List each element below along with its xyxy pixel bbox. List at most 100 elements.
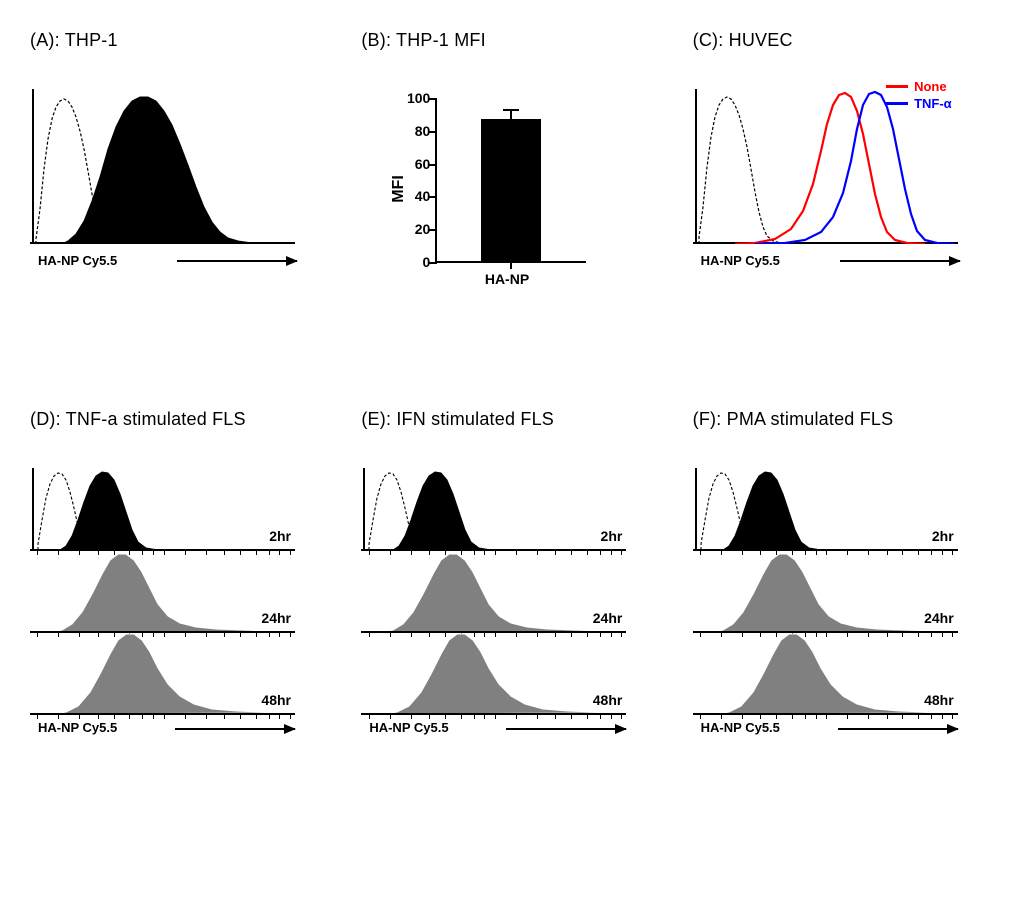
stack-xtick <box>952 714 953 719</box>
stack-row-label: 24hr <box>261 610 291 626</box>
panel-f-plot: 2hr24hr48hrHA-NP Cy5.5 <box>693 468 958 744</box>
stack-xtick <box>931 714 932 719</box>
panel-a-name: THP-1 <box>65 30 118 50</box>
stack-xtick <box>918 714 919 719</box>
panel-c-arrow <box>840 260 960 262</box>
panel-a-xlabel: HA-NP Cy5.5 <box>38 253 117 268</box>
stack-xtick <box>847 714 848 719</box>
stack-row-label: 48hr <box>593 692 623 708</box>
panel-a-arrow <box>177 260 297 262</box>
bar-ytick-label: 20 <box>396 221 430 237</box>
stack-row-label: 24hr <box>593 610 623 626</box>
panel-a-id: (A) <box>30 30 55 50</box>
stack-arrow <box>175 728 295 730</box>
stack-xtick <box>129 714 130 719</box>
bar-error-cap <box>503 109 519 111</box>
stack-xtick <box>256 714 257 719</box>
stack-xtick <box>269 714 270 719</box>
panel-b-title: (B): THP-1 MFI <box>361 30 672 51</box>
stack-xtick <box>484 714 485 719</box>
stack-xtick <box>700 714 701 719</box>
panel-e-plot: 2hr24hr48hrHA-NP Cy5.5 <box>361 468 626 744</box>
bar-ytick <box>429 98 437 100</box>
bar-rect <box>481 119 541 263</box>
stack-xtick <box>902 714 903 719</box>
stack-row-label: 48hr <box>924 692 954 708</box>
panel-b-plot: MFI 020406080100HA-NP <box>391 89 596 289</box>
bar-ytick <box>429 131 437 133</box>
stack-row-label: 2hr <box>601 528 623 544</box>
stack-xtick <box>887 714 888 719</box>
stack-xtick <box>429 714 430 719</box>
stack-xtick <box>79 714 80 719</box>
stack-xtick <box>776 714 777 719</box>
stack-xtick <box>942 714 943 719</box>
stack-xtick <box>816 714 817 719</box>
panel-e: (E): IFN stimulated FLS 2hr24hr48hrHA-NP… <box>361 409 672 744</box>
panel-b-yaxis <box>435 99 437 263</box>
stack-xlabel: HA-NP Cy5.5 <box>38 720 117 766</box>
stack-xtick <box>58 714 59 719</box>
stack-xlabel: HA-NP Cy5.5 <box>701 720 780 766</box>
stack-xtick <box>37 714 38 719</box>
panel-d-id: (D) <box>30 409 56 429</box>
panel-f: (F): PMA stimulated FLS 2hr24hr48hrHA-NP… <box>693 409 1004 744</box>
stack-xtick <box>495 714 496 719</box>
bar-ytick-label: 100 <box>396 90 430 106</box>
stack-xtick <box>826 714 827 719</box>
stack-xtick <box>98 714 99 719</box>
bar-ytick-label: 0 <box>396 254 430 270</box>
panel-c-plot: NoneTNF-α HA-NP Cy5.5 <box>693 89 958 264</box>
stack-row-label: 2hr <box>269 528 291 544</box>
panel-e-name: IFN stimulated FLS <box>396 409 554 429</box>
stack-arrow <box>838 728 958 730</box>
stack-xtick <box>279 714 280 719</box>
stack-xtick <box>868 714 869 719</box>
stack-xtick <box>805 714 806 719</box>
stack-xtick <box>587 714 588 719</box>
stack-xtick <box>185 714 186 719</box>
bar-ytick <box>429 164 437 166</box>
bar-ytick-label: 40 <box>396 188 430 204</box>
panel-a-svg <box>32 89 295 244</box>
stack-xtick <box>390 714 391 719</box>
stack-row-label: 2hr <box>932 528 954 544</box>
bar-ytick-label: 80 <box>396 123 430 139</box>
stack-row-label: 24hr <box>924 610 954 626</box>
panel-f-title: (F): PMA stimulated FLS <box>693 409 1004 430</box>
panel-a-title: (A): THP-1 <box>30 30 341 51</box>
stack-xtick <box>742 714 743 719</box>
panel-c-svg <box>695 89 958 244</box>
panel-d-name: TNF-a stimulated FLS <box>66 409 246 429</box>
stack-xtick <box>142 714 143 719</box>
stack-xtick <box>369 714 370 719</box>
bar-xtick <box>510 261 512 269</box>
stack-xtick <box>411 714 412 719</box>
stack-xtick <box>240 714 241 719</box>
legend-swatch <box>886 85 908 88</box>
stack-xtick <box>445 714 446 719</box>
panel-f-name: PMA stimulated FLS <box>727 409 894 429</box>
panel-c-id: (C) <box>693 30 719 50</box>
stack-xtick <box>224 714 225 719</box>
stack-xtick <box>153 714 154 719</box>
panel-c-xlabel: HA-NP Cy5.5 <box>701 253 780 268</box>
stack-xtick <box>537 714 538 719</box>
stack-xtick <box>621 714 622 719</box>
panel-c: (C): HUVEC NoneTNF-α HA-NP Cy5.5 <box>693 30 1004 289</box>
bar-ytick <box>429 229 437 231</box>
panel-d: (D): TNF-a stimulated FLS 2hr24hr48hrHA-… <box>30 409 341 744</box>
panel-e-title: (E): IFN stimulated FLS <box>361 409 672 430</box>
panel-f-id: (F) <box>693 409 717 429</box>
bar-xlabel: HA-NP <box>485 271 529 287</box>
panel-c-name: HUVEC <box>729 30 793 50</box>
stack-row-svg <box>32 632 295 714</box>
stack-xtick <box>555 714 556 719</box>
stack-xtick <box>600 714 601 719</box>
stack-xlabel: HA-NP Cy5.5 <box>369 720 448 766</box>
stack-arrow <box>506 728 626 730</box>
stack-row-label: 48hr <box>261 692 291 708</box>
stack-xtick <box>760 714 761 719</box>
stack-xtick <box>516 714 517 719</box>
stack-xtick <box>571 714 572 719</box>
